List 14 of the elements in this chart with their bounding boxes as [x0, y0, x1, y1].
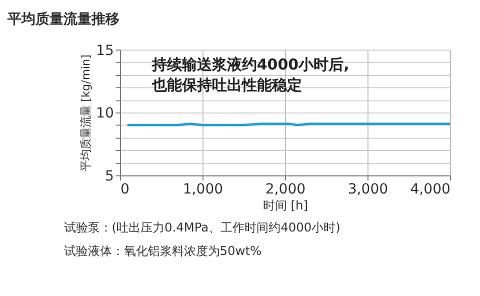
x-tick-label: 0: [120, 182, 130, 198]
text: 试验液体：氧化铝浆料浓度为50wt%: [64, 244, 262, 258]
y-tick-label: 10: [96, 106, 114, 122]
x-axis-title: 时间 [h]: [262, 198, 308, 213]
y-tick-label: 15: [96, 42, 114, 59]
chart-title: 平均质量流量推移: [6, 10, 120, 28]
y-tick-label: 5: [104, 168, 114, 184]
y-axis-title: 平均质量流量 [kg/min]: [79, 54, 92, 172]
x-tick-label: 3,000: [348, 182, 388, 198]
x-tick-label: 2,000: [265, 182, 306, 198]
x-tick-label: 4,000: [410, 182, 450, 198]
text: 试验泵：(吐出压力0.4MPa、工作时间约4000小时): [64, 220, 340, 235]
annotation: 持续输送浆液约4000小时后, 也能保持吐出性能稳定: [150, 55, 350, 94]
x-tick-label: 1,000: [182, 182, 224, 198]
